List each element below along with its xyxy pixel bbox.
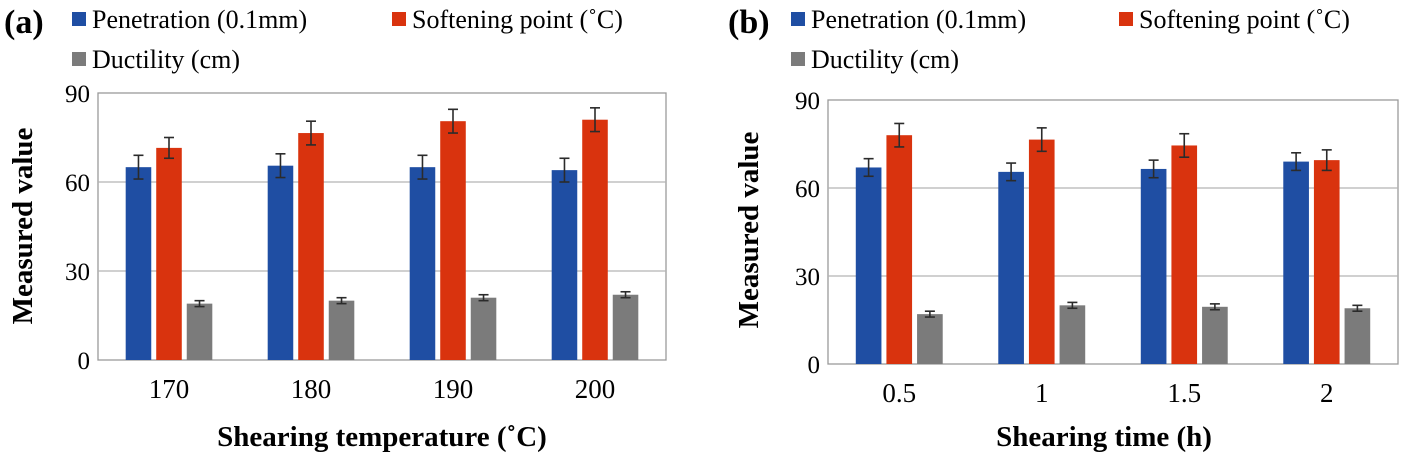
bar xyxy=(998,171,1024,364)
x-tick-label: 2 xyxy=(1320,378,1334,408)
legend-entry: Penetration (0.1mm) xyxy=(811,5,1026,34)
y-tick-label: 30 xyxy=(65,259,90,286)
y-tick-label: 60 xyxy=(65,170,90,197)
x-axis-title: Shearing time (h) xyxy=(996,421,1212,453)
bar xyxy=(409,167,436,360)
x-tick-label: 1.5 xyxy=(1167,378,1201,408)
x-tick-label: 1 xyxy=(1035,378,1049,408)
legend-entry: Softening point (˚C) xyxy=(1139,5,1350,34)
legend-swatch xyxy=(72,12,86,26)
bar xyxy=(1283,161,1309,364)
y-tick-label: 0 xyxy=(808,352,821,379)
y-tick-label: 30 xyxy=(795,264,820,291)
bar xyxy=(886,135,913,364)
panel-label: (a) xyxy=(4,4,44,41)
bar xyxy=(328,300,355,360)
y-tick-label: 90 xyxy=(65,81,90,108)
bar xyxy=(186,303,213,360)
legend-entry: Ductility (cm) xyxy=(92,45,240,74)
legend-swatch xyxy=(392,12,406,26)
legend-swatch xyxy=(791,52,805,66)
bar xyxy=(1171,145,1198,364)
bar xyxy=(1028,139,1055,364)
bar xyxy=(470,297,497,360)
x-tick-label: 170 xyxy=(149,374,190,404)
bar xyxy=(156,147,182,360)
bar xyxy=(267,165,294,360)
bar xyxy=(612,294,639,360)
legend-entry: Ductility (cm) xyxy=(811,45,959,74)
y-axis-title: Measured value xyxy=(733,131,765,328)
legend-swatch xyxy=(72,52,86,66)
bar xyxy=(125,167,152,360)
x-axis-title: Shearing temperature (˚C) xyxy=(217,421,547,453)
y-tick-label: 60 xyxy=(795,176,820,203)
chart-panel-b: (b) Penetration (0.1mm) Softening point (˚… xyxy=(728,4,1399,453)
chart-panel-a: (a) Penetration (0.1mm) Softening point (˚… xyxy=(4,4,667,453)
bar xyxy=(298,133,324,360)
y-axis-title: Measured value xyxy=(7,127,39,324)
plot-area-border xyxy=(827,99,1399,365)
bar xyxy=(582,119,608,360)
legend-entry: Softening point (˚C) xyxy=(412,5,623,34)
plot-area-border xyxy=(97,92,667,361)
bar xyxy=(440,121,466,360)
bar xyxy=(551,170,578,360)
bar xyxy=(1140,168,1167,364)
bar xyxy=(1202,306,1228,364)
bar xyxy=(1344,308,1371,364)
x-tick-label: 200 xyxy=(575,374,616,404)
bar xyxy=(1313,160,1340,364)
x-tick-label: 190 xyxy=(433,374,474,404)
bar xyxy=(1059,305,1086,364)
bar xyxy=(917,314,943,364)
panel-label: (b) xyxy=(728,4,770,41)
x-tick-label: 180 xyxy=(291,374,332,404)
legend-entry: Penetration (0.1mm) xyxy=(92,5,307,34)
bar xyxy=(855,167,882,364)
x-tick-label: 0.5 xyxy=(882,378,916,408)
y-tick-label: 0 xyxy=(78,348,91,375)
legend-swatch xyxy=(791,12,805,26)
y-tick-label: 90 xyxy=(795,88,820,115)
legend-swatch xyxy=(1119,12,1133,26)
